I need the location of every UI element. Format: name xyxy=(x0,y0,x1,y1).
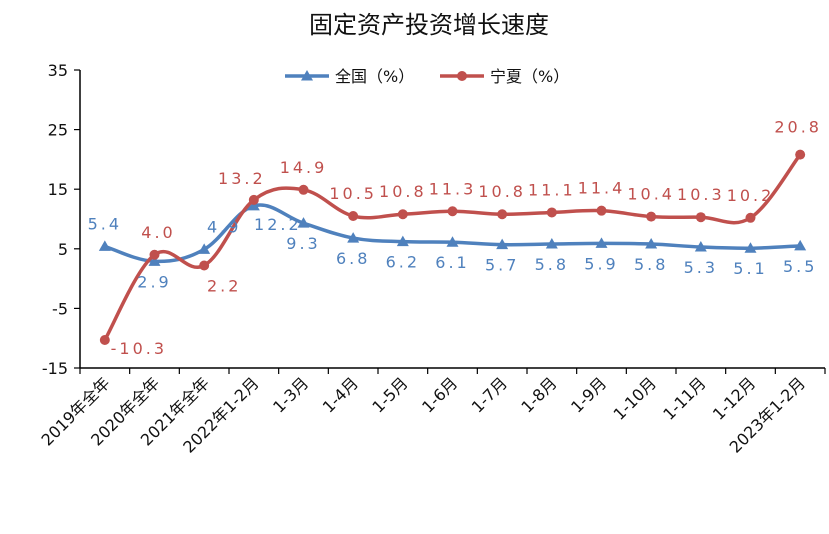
data-point-circle xyxy=(199,260,210,271)
data-label: 14.9 xyxy=(280,158,328,177)
data-point-circle xyxy=(397,209,408,220)
data-label: 5.1 xyxy=(733,259,767,278)
y-tick-label: -15 xyxy=(42,359,68,378)
data-label: 11.1 xyxy=(528,180,576,199)
x-tick-label: 1-11月 xyxy=(659,373,709,423)
y-tick-label: 15 xyxy=(48,180,68,199)
data-label: 6.2 xyxy=(386,253,420,272)
data-label: 9.3 xyxy=(286,234,320,253)
data-label: 12.2 xyxy=(254,215,302,234)
data-label: 10.8 xyxy=(379,182,427,201)
data-label: 5.4 xyxy=(88,214,122,233)
data-label: 6.8 xyxy=(336,249,370,268)
x-tick-label: 1-4月 xyxy=(319,373,362,416)
data-point-circle xyxy=(646,211,657,222)
data-label: 5.7 xyxy=(485,256,519,275)
data-point-circle xyxy=(447,206,458,217)
data-point-circle xyxy=(99,334,110,345)
data-point-triangle xyxy=(98,240,111,251)
data-point-triangle xyxy=(396,235,409,247)
y-axis: 35 25 15 5 -5 -15 xyxy=(42,61,81,378)
data-label: 10.8 xyxy=(478,182,526,201)
data-label: 5.8 xyxy=(535,255,569,274)
data-point-triangle xyxy=(496,238,509,250)
data-label: 10.5 xyxy=(329,184,377,203)
data-point-triangle xyxy=(446,236,459,247)
data-label: 2.2 xyxy=(207,276,241,295)
data-point-triangle xyxy=(247,199,260,211)
data-point-triangle xyxy=(744,242,757,253)
data-label: 13.2 xyxy=(218,169,266,188)
data-point-triangle xyxy=(198,243,211,254)
data-label: 11.4 xyxy=(578,179,626,198)
data-label: 5.3 xyxy=(684,258,718,277)
x-tick-label: 1-3月 xyxy=(269,373,312,416)
data-label: 2.9 xyxy=(137,272,171,291)
y-tick-label: -5 xyxy=(52,299,68,318)
y-tick-label: 35 xyxy=(48,61,68,80)
legend: 全国（%） 宁夏（%） xyxy=(285,67,569,86)
x-tick-label: 1-5月 xyxy=(368,373,411,416)
data-label: 20.8 xyxy=(774,118,822,137)
data-point-circle xyxy=(149,249,160,260)
data-label: 5.5 xyxy=(783,257,817,276)
data-point-circle xyxy=(695,212,706,223)
data-point-triangle xyxy=(545,238,558,249)
chart-title: 固定资产投资增长速度 xyxy=(309,11,549,39)
data-label: 4.9 xyxy=(207,217,241,236)
data-point-triangle xyxy=(148,255,161,266)
data-point-triangle xyxy=(347,232,360,243)
data-label: 5.9 xyxy=(584,254,618,273)
data-point-triangle xyxy=(645,238,658,249)
data-point-triangle xyxy=(595,237,608,248)
x-tick-label: 1-7月 xyxy=(468,373,511,416)
data-label: 11.3 xyxy=(429,179,477,198)
data-label: 6.1 xyxy=(435,253,469,272)
data-point-circle xyxy=(248,194,259,205)
x-tick-label: 1-8月 xyxy=(517,373,560,416)
legend-marker xyxy=(457,71,467,81)
data-point-triangle xyxy=(794,239,807,251)
y-tick-label: 5 xyxy=(58,240,68,259)
data-label: 4.0 xyxy=(141,223,175,242)
data-point-circle xyxy=(745,212,756,223)
data-label: 10.2 xyxy=(727,186,775,205)
data-point-triangle xyxy=(297,217,310,228)
x-tick-label: 1-6月 xyxy=(418,373,461,416)
data-label: 10.4 xyxy=(627,185,675,204)
data-point-circle xyxy=(497,209,508,220)
y-tick-label: 25 xyxy=(48,121,68,140)
x-tick-label: 1-9月 xyxy=(567,373,610,416)
data-point-circle xyxy=(795,149,806,160)
data-point-circle xyxy=(546,207,557,218)
legend-label: 全国（%） xyxy=(335,67,414,86)
data-point-circle xyxy=(298,184,309,195)
x-tick-label: 1-10月 xyxy=(610,373,660,423)
data-point-circle xyxy=(596,205,607,216)
series-layer xyxy=(98,149,807,345)
data-label: -10.3 xyxy=(111,339,167,358)
data-labels-layer: 5.4 2.9 4.9 12.29.3 6.8 6.2 6.1 5.7 5.8 5.9 5.8 5.3… xyxy=(88,118,822,358)
data-point-triangle xyxy=(694,241,707,252)
legend-label: 宁夏（%） xyxy=(490,67,569,86)
legend-marker xyxy=(301,70,313,81)
data-label: 5.8 xyxy=(634,255,668,274)
data-point-circle xyxy=(348,211,359,222)
data-label: 10.3 xyxy=(677,185,725,204)
